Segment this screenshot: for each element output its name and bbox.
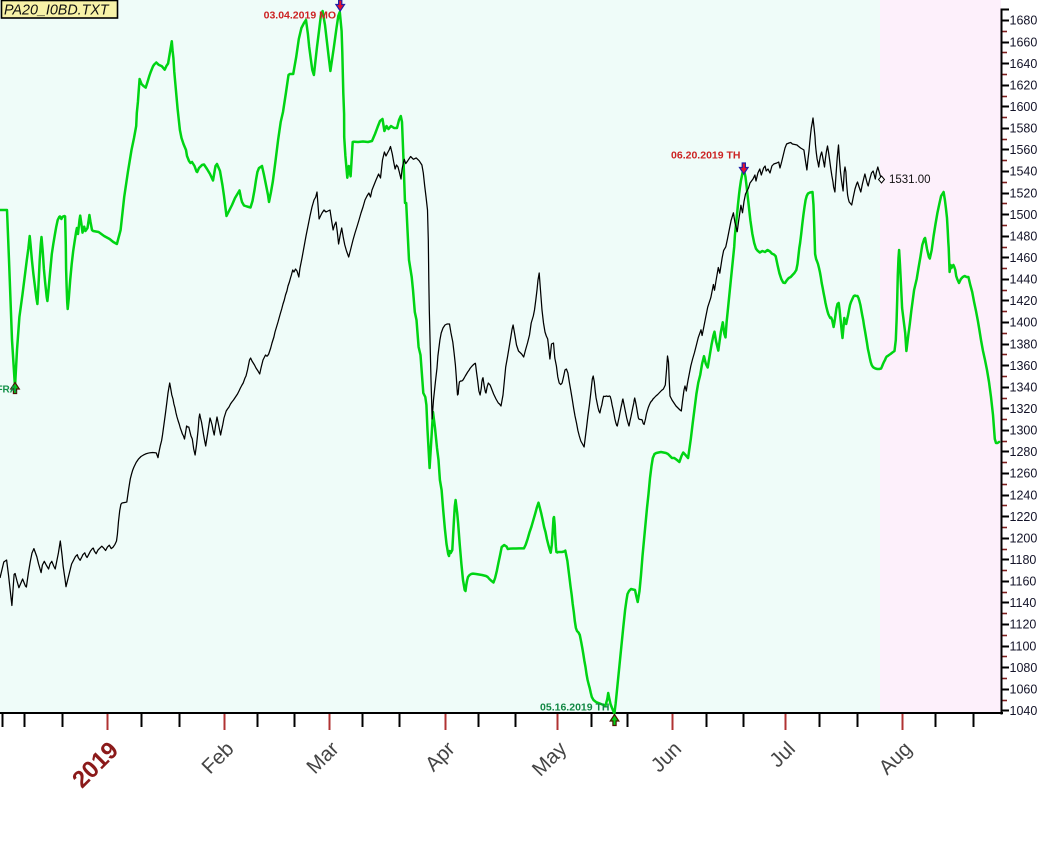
svg-text:1100: 1100 (1010, 639, 1037, 653)
svg-text:1300: 1300 (1010, 424, 1038, 438)
svg-text:1600: 1600 (1010, 100, 1038, 114)
svg-text:1120: 1120 (1010, 618, 1037, 632)
svg-text:PA20_I0BD.TXT: PA20_I0BD.TXT (4, 2, 110, 18)
svg-text:1040: 1040 (1010, 704, 1038, 718)
svg-text:1640: 1640 (1010, 57, 1038, 71)
svg-text:FRA: FRA (0, 385, 17, 396)
svg-text:1200: 1200 (1010, 531, 1038, 545)
svg-text:1380: 1380 (1010, 337, 1038, 351)
svg-text:1400: 1400 (1010, 316, 1038, 330)
svg-text:1620: 1620 (1010, 78, 1038, 92)
svg-text:1420: 1420 (1010, 294, 1038, 308)
svg-text:1240: 1240 (1010, 488, 1038, 502)
svg-text:1480: 1480 (1010, 229, 1038, 243)
svg-text:1660: 1660 (1010, 35, 1038, 49)
svg-text:1680: 1680 (1010, 14, 1038, 28)
svg-text:1520: 1520 (1010, 186, 1038, 200)
svg-text:06.20.2019 TH: 06.20.2019 TH (671, 150, 740, 162)
svg-text:1280: 1280 (1010, 445, 1038, 459)
svg-text:1080: 1080 (1010, 661, 1038, 675)
svg-text:1220: 1220 (1010, 510, 1038, 524)
svg-text:1340: 1340 (1010, 380, 1038, 394)
svg-text:1500: 1500 (1010, 208, 1038, 222)
svg-text:1531.00: 1531.00 (889, 174, 931, 186)
svg-text:1440: 1440 (1010, 273, 1038, 287)
svg-text:05.16.2019 TH: 05.16.2019 TH (540, 702, 609, 714)
svg-text:1260: 1260 (1010, 467, 1038, 481)
svg-text:1140: 1140 (1010, 596, 1037, 610)
svg-text:1360: 1360 (1010, 359, 1038, 373)
svg-text:1160: 1160 (1010, 575, 1037, 589)
svg-text:1540: 1540 (1010, 165, 1038, 179)
svg-text:1180: 1180 (1010, 553, 1037, 567)
svg-text:1320: 1320 (1010, 402, 1038, 416)
svg-text:1560: 1560 (1010, 143, 1038, 157)
svg-text:1460: 1460 (1010, 251, 1038, 265)
svg-text:03.04.2019 MO: 03.04.2019 MO (264, 10, 336, 22)
svg-text:1580: 1580 (1010, 122, 1038, 136)
svg-text:1060: 1060 (1010, 682, 1038, 696)
